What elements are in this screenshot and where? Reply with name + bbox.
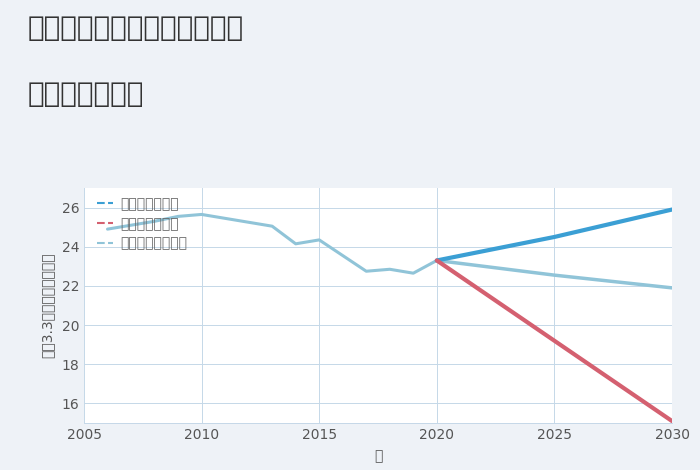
Line: ノーマルシナリオ: ノーマルシナリオ (437, 260, 672, 288)
バッドシナリオ (550, 338, 559, 344)
ノーマルシナリオ (550, 272, 559, 278)
Legend: グッドシナリオ, バッドシナリオ, ノーマルシナリオ: グッドシナリオ, バッドシナリオ, ノーマルシナリオ (97, 197, 188, 251)
バッドシナリオ (668, 418, 676, 424)
バッドシナリオ (433, 258, 441, 263)
Line: バッドシナリオ: バッドシナリオ (437, 260, 672, 421)
ノーマルシナリオ (433, 258, 441, 263)
X-axis label: 年: 年 (374, 449, 382, 463)
Text: 岐阜県各務原市那加雲雀町の: 岐阜県各務原市那加雲雀町の (28, 14, 244, 42)
グッドシナリオ (433, 258, 441, 263)
ノーマルシナリオ (668, 285, 676, 290)
Line: グッドシナリオ: グッドシナリオ (437, 210, 672, 260)
グッドシナリオ (550, 234, 559, 240)
グッドシナリオ (668, 207, 676, 212)
Y-axis label: 坪（3.3㎡）単価（万円）: 坪（3.3㎡）単価（万円） (41, 253, 55, 358)
Text: 土地の価格推移: 土地の価格推移 (28, 80, 144, 108)
